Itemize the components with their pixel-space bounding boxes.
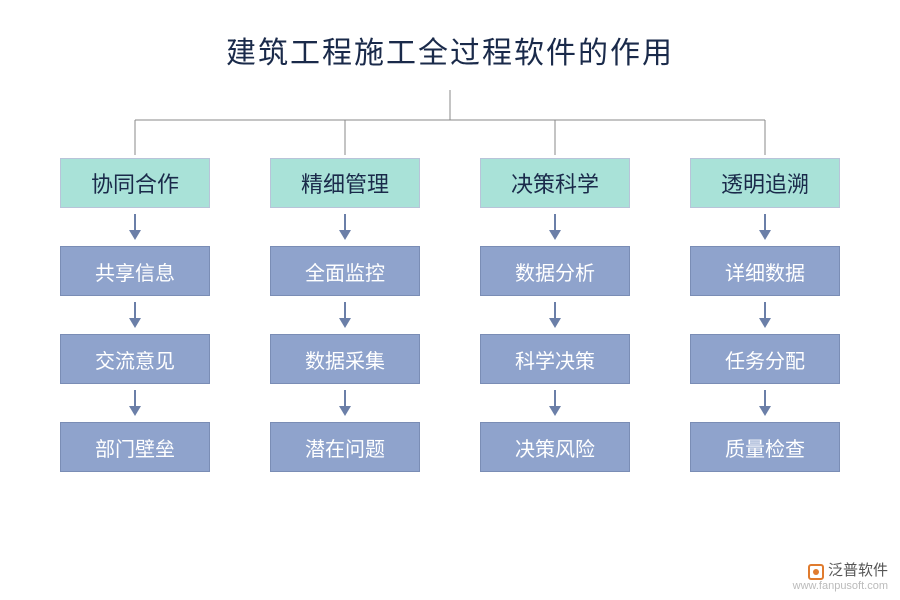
item-box: 潜在问题 — [270, 422, 420, 472]
watermark-brand: 泛普软件 — [828, 563, 888, 580]
down-arrow-icon — [755, 384, 775, 422]
item-box: 共享信息 — [60, 246, 210, 296]
down-arrow-icon — [755, 296, 775, 334]
item-box: 数据采集 — [270, 334, 420, 384]
category-box: 决策科学 — [480, 158, 630, 208]
item-box: 全面监控 — [270, 246, 420, 296]
category-box: 精细管理 — [270, 158, 420, 208]
watermark-url: www.fanpusoft.com — [793, 580, 888, 592]
category-box: 透明追溯 — [690, 158, 840, 208]
down-arrow-icon — [125, 296, 145, 334]
column-1: 精细管理 全面监控 数据采集 潜在问题 — [270, 158, 420, 472]
column-3: 透明追溯 详细数据 任务分配 质量检查 — [690, 158, 840, 472]
down-arrow-icon — [125, 384, 145, 422]
column-0: 协同合作 共享信息 交流意见 部门壁垒 — [60, 158, 210, 472]
down-arrow-icon — [125, 208, 145, 246]
item-box: 质量检查 — [690, 422, 840, 472]
down-arrow-icon — [335, 296, 355, 334]
item-box: 部门壁垒 — [60, 422, 210, 472]
item-box: 任务分配 — [690, 334, 840, 384]
watermark-icon — [808, 564, 824, 580]
down-arrow-icon — [545, 296, 565, 334]
category-box: 协同合作 — [60, 158, 210, 208]
watermark: 泛普软件 www.fanpusoft.com — [793, 563, 888, 592]
down-arrow-icon — [755, 208, 775, 246]
diagram-title: 建筑工程施工全过程软件的作用 — [0, 0, 900, 72]
down-arrow-icon — [335, 208, 355, 246]
item-box: 数据分析 — [480, 246, 630, 296]
item-box: 科学决策 — [480, 334, 630, 384]
column-2: 决策科学 数据分析 科学决策 决策风险 — [480, 158, 630, 472]
down-arrow-icon — [545, 208, 565, 246]
columns-container: 协同合作 共享信息 交流意见 部门壁垒精细管理 全面监控 数据采集 潜在问题决策… — [0, 158, 900, 472]
item-box: 详细数据 — [690, 246, 840, 296]
down-arrow-icon — [545, 384, 565, 422]
item-box: 交流意见 — [60, 334, 210, 384]
item-box: 决策风险 — [480, 422, 630, 472]
down-arrow-icon — [335, 384, 355, 422]
